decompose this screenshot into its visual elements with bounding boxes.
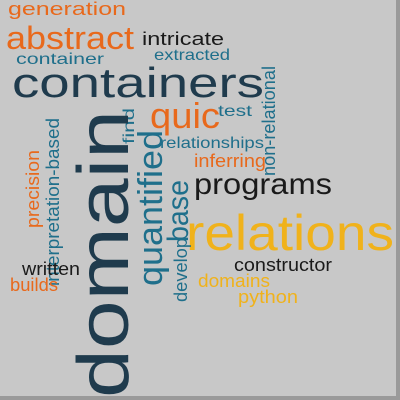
word-generation: generation (8, 0, 126, 19)
word-constructor: constructor (234, 255, 332, 275)
word-builds: builds (10, 275, 59, 295)
word-domain: domain (64, 110, 144, 399)
word-relationships: relationships (160, 135, 264, 152)
word-extracted: extracted (154, 47, 230, 64)
word-test: test (218, 103, 252, 120)
word-intricate: intricate (142, 29, 224, 49)
word-domains: domains (198, 271, 270, 291)
word-python: python (238, 287, 298, 307)
word-abstract: abstract (6, 20, 134, 56)
word-inferring: inferring (194, 151, 266, 171)
word-container: container (16, 51, 104, 68)
word-relations: relations (186, 205, 394, 261)
word-programs: programs (194, 168, 332, 201)
word-containers: containers (12, 59, 264, 106)
word-develop: develop (171, 238, 191, 302)
word-precision: precision (23, 150, 43, 228)
word-written: written (22, 259, 80, 279)
word-quic: quic (150, 95, 220, 136)
